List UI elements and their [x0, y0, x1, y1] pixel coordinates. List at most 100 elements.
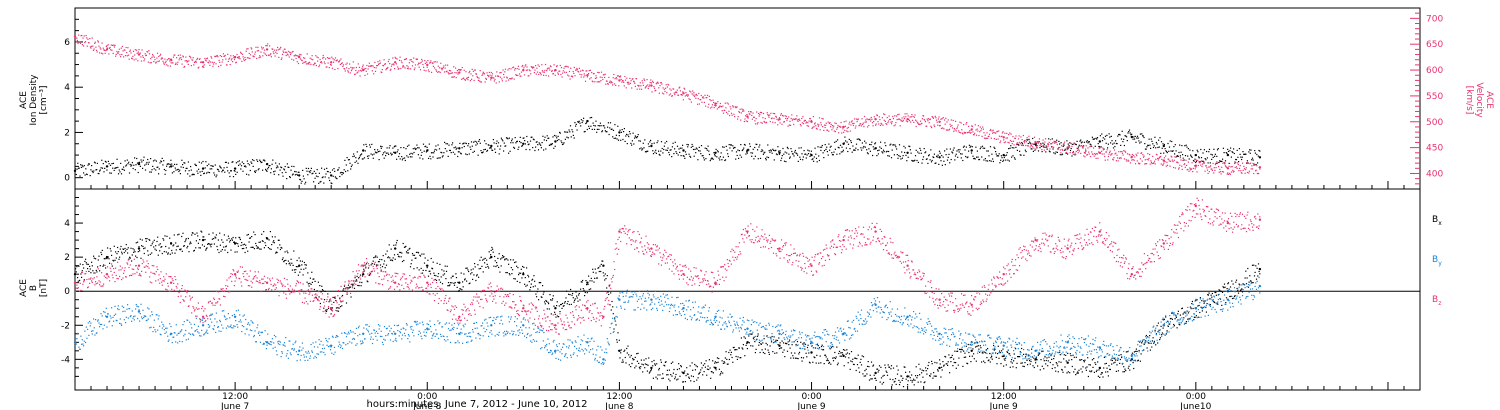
bx-sample — [311, 281, 313, 283]
bx-sample — [433, 274, 436, 276]
velocity-sample — [1174, 156, 1176, 158]
bx-sample — [690, 375, 692, 377]
velocity-sample — [445, 71, 447, 73]
bx-sample — [575, 291, 577, 293]
velocity-sample — [244, 56, 246, 59]
bx-sample — [83, 279, 85, 281]
density-sample — [615, 137, 617, 139]
bx-sample — [696, 379, 698, 381]
velocity-sample — [548, 67, 550, 69]
velocity-sample — [1069, 152, 1071, 154]
bx-sample — [149, 253, 151, 255]
density-sample — [936, 155, 938, 157]
density-sample — [257, 169, 259, 171]
density-sample — [155, 169, 157, 171]
density-sample — [858, 138, 861, 141]
density-sample — [845, 140, 847, 142]
density-sample — [852, 145, 854, 147]
bx-sample — [273, 240, 275, 242]
density-sample — [946, 148, 948, 150]
velocity-sample — [807, 125, 810, 127]
bx-sample — [350, 296, 352, 298]
velocity-sample — [862, 123, 864, 126]
velocity-sample — [182, 56, 184, 58]
velocity-sample — [392, 57, 394, 59]
bx-sample — [634, 367, 636, 369]
density-sample — [942, 156, 944, 158]
velocity-sample — [390, 65, 393, 67]
velocity-sample — [322, 54, 324, 57]
velocity-sample — [1166, 164, 1169, 166]
velocity-point — [330, 61, 333, 64]
density-sample — [766, 156, 768, 158]
velocity-sample — [336, 59, 338, 61]
velocity-sample — [634, 85, 636, 88]
velocity-sample — [689, 90, 691, 92]
velocity-sample — [168, 58, 170, 60]
density-sample — [1249, 149, 1251, 151]
velocity-sample — [134, 49, 136, 51]
bx-sample — [345, 287, 347, 289]
density-sample — [262, 159, 264, 161]
velocity-sample — [749, 113, 751, 115]
velocity-sample — [543, 71, 545, 73]
bx-sample — [365, 263, 368, 265]
velocity-sample — [823, 124, 826, 126]
density-sample — [1048, 150, 1050, 152]
b-tick-label: -4 — [61, 355, 70, 365]
bx-sample — [161, 252, 163, 255]
density-sample — [1155, 147, 1157, 149]
density-sample — [1187, 148, 1189, 150]
density-sample — [1001, 157, 1003, 159]
density-sample — [1194, 158, 1196, 160]
density-sample — [265, 168, 267, 170]
velocity-sample — [1223, 161, 1225, 164]
density-sample — [714, 154, 716, 156]
velocity-sample — [992, 132, 994, 134]
velocity-sample — [464, 78, 466, 81]
velocity-sample — [107, 47, 109, 49]
density-sample — [712, 158, 714, 160]
density-sample — [297, 171, 299, 173]
velocity-sample — [423, 69, 425, 71]
density-sample — [76, 168, 78, 170]
velocity-sample — [119, 54, 121, 56]
velocity-sample — [453, 76, 455, 78]
density-sample — [709, 160, 711, 162]
density-sample — [951, 151, 953, 153]
density-sample — [718, 157, 720, 159]
bx-sample — [209, 243, 211, 245]
density-sample — [990, 160, 992, 162]
velocity-sample — [775, 115, 777, 117]
bx-sample — [351, 285, 354, 287]
density-sample — [1230, 147, 1232, 149]
density-sample — [359, 155, 361, 157]
velocity-sample — [1165, 165, 1167, 167]
bx-sample — [598, 270, 600, 273]
bx-sample — [207, 243, 209, 245]
velocity-sample — [952, 127, 954, 129]
velocity-sample — [625, 87, 627, 89]
density-sample — [516, 140, 518, 142]
density-sample — [541, 142, 543, 144]
density-sample — [1136, 137, 1138, 139]
density-sample — [1059, 143, 1061, 145]
density-sample — [1039, 147, 1041, 149]
velocity-sample — [270, 53, 272, 55]
velocity-sample — [1163, 162, 1165, 164]
velocity-sample — [246, 48, 248, 50]
bx-sample — [389, 257, 391, 259]
density-sample — [1242, 151, 1244, 153]
velocity-sample — [898, 113, 900, 115]
velocity-sample — [966, 122, 968, 124]
bx-sample — [317, 281, 319, 283]
velocity-sample — [850, 124, 852, 126]
density-sample — [700, 145, 703, 147]
bx-sample — [670, 374, 672, 376]
density-sample — [99, 170, 101, 172]
velocity-sample — [990, 137, 992, 139]
bx-sample — [669, 380, 671, 382]
density-sample — [841, 146, 843, 148]
bx-sample — [523, 266, 525, 268]
velocity-sample — [1123, 158, 1125, 160]
